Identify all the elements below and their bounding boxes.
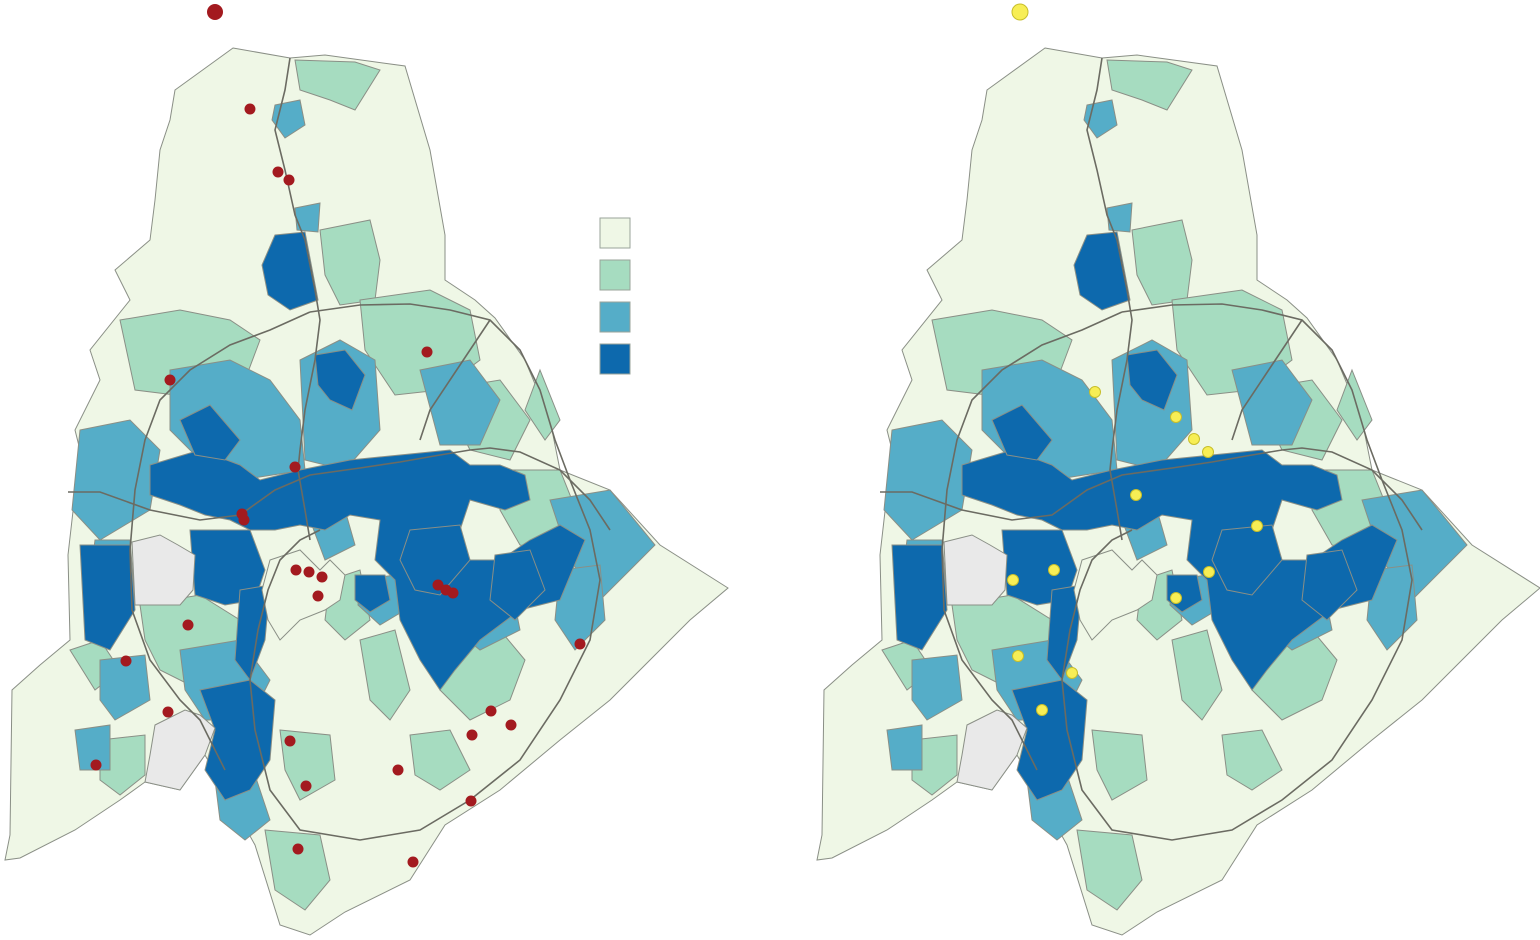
left-map	[4, 4, 729, 936]
yellow-marker	[1170, 592, 1182, 604]
red-marker	[292, 843, 304, 855]
yellow-circle-icon	[1011, 3, 1029, 21]
red-marker	[300, 780, 312, 792]
red-marker	[466, 729, 478, 741]
yellow-marker	[1007, 574, 1019, 586]
red-marker	[303, 566, 315, 578]
right-map	[816, 3, 1540, 936]
red-marker	[407, 856, 419, 868]
red-marker	[312, 590, 324, 602]
red-marker	[290, 564, 302, 576]
yellow-marker	[1203, 566, 1215, 578]
right-map-regions	[816, 47, 1540, 936]
yellow-marker	[1066, 667, 1078, 679]
legend-swatch-4	[599, 343, 631, 375]
red-marker	[162, 706, 174, 718]
red-marker	[485, 705, 497, 717]
yellow-marker	[1012, 650, 1024, 662]
yellow-marker	[1251, 520, 1263, 532]
red-marker	[574, 638, 586, 650]
red-marker	[284, 735, 296, 747]
red-marker	[90, 759, 102, 771]
red-marker	[392, 764, 404, 776]
red-marker	[164, 374, 176, 386]
red-marker	[505, 719, 517, 731]
red-marker	[447, 587, 459, 599]
red-marker	[182, 619, 194, 631]
yellow-marker	[1188, 433, 1200, 445]
left-map-regions	[4, 47, 729, 936]
red-marker	[465, 795, 477, 807]
left-map-markers	[90, 103, 586, 868]
yellow-marker	[1089, 386, 1101, 398]
legend	[599, 217, 631, 375]
yellow-marker	[1130, 489, 1142, 501]
yellow-marker	[1036, 704, 1048, 716]
red-marker	[120, 655, 132, 667]
red-marker	[244, 103, 256, 115]
legend-swatch-2	[599, 259, 631, 291]
yellow-marker	[1202, 446, 1214, 458]
legend-swatch-1	[599, 217, 631, 249]
red-marker	[432, 579, 444, 591]
right-map-markers	[1007, 386, 1263, 716]
legend-swatch-3	[599, 301, 631, 333]
yellow-marker	[1170, 411, 1182, 423]
red-marker	[272, 166, 284, 178]
red-marker	[283, 174, 295, 186]
yellow-marker	[1048, 564, 1060, 576]
red-marker	[238, 514, 250, 526]
red-marker	[316, 571, 328, 583]
red-marker	[421, 346, 433, 358]
red-marker	[289, 461, 301, 473]
red-circle-icon	[207, 4, 223, 20]
